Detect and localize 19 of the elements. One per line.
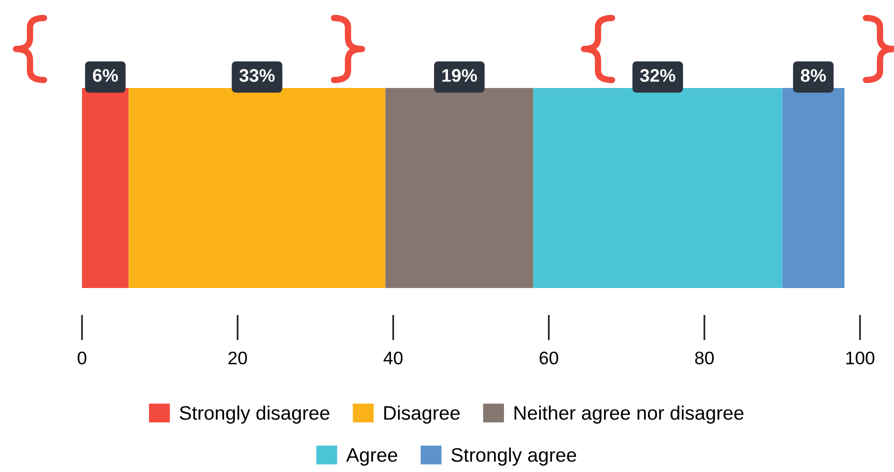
legend-label: Strongly agree [451, 448, 576, 466]
bar [128, 88, 386, 288]
x-tick-label: 0 [78, 352, 86, 364]
data-label: 6% [92, 69, 118, 82]
data-label: 8% [800, 69, 826, 82]
legend-label: Disagree [384, 406, 460, 424]
legend-label: Agree [346, 448, 398, 466]
legend-label: Neither agree nor disagree [514, 406, 744, 424]
data-label: 33% [239, 69, 275, 82]
x-tick-label: 100 [846, 352, 874, 364]
legend-label: Strongly disagree [180, 406, 330, 424]
x-tick-label: 40 [384, 352, 403, 364]
bar [385, 88, 534, 288]
data-label: 32% [640, 69, 676, 82]
x-tick-label: 20 [228, 352, 247, 364]
data-label: 19% [442, 69, 477, 82]
bar [533, 88, 782, 288]
x-tick-label: 60 [540, 352, 558, 364]
x-tick-label: 80 [695, 352, 714, 364]
